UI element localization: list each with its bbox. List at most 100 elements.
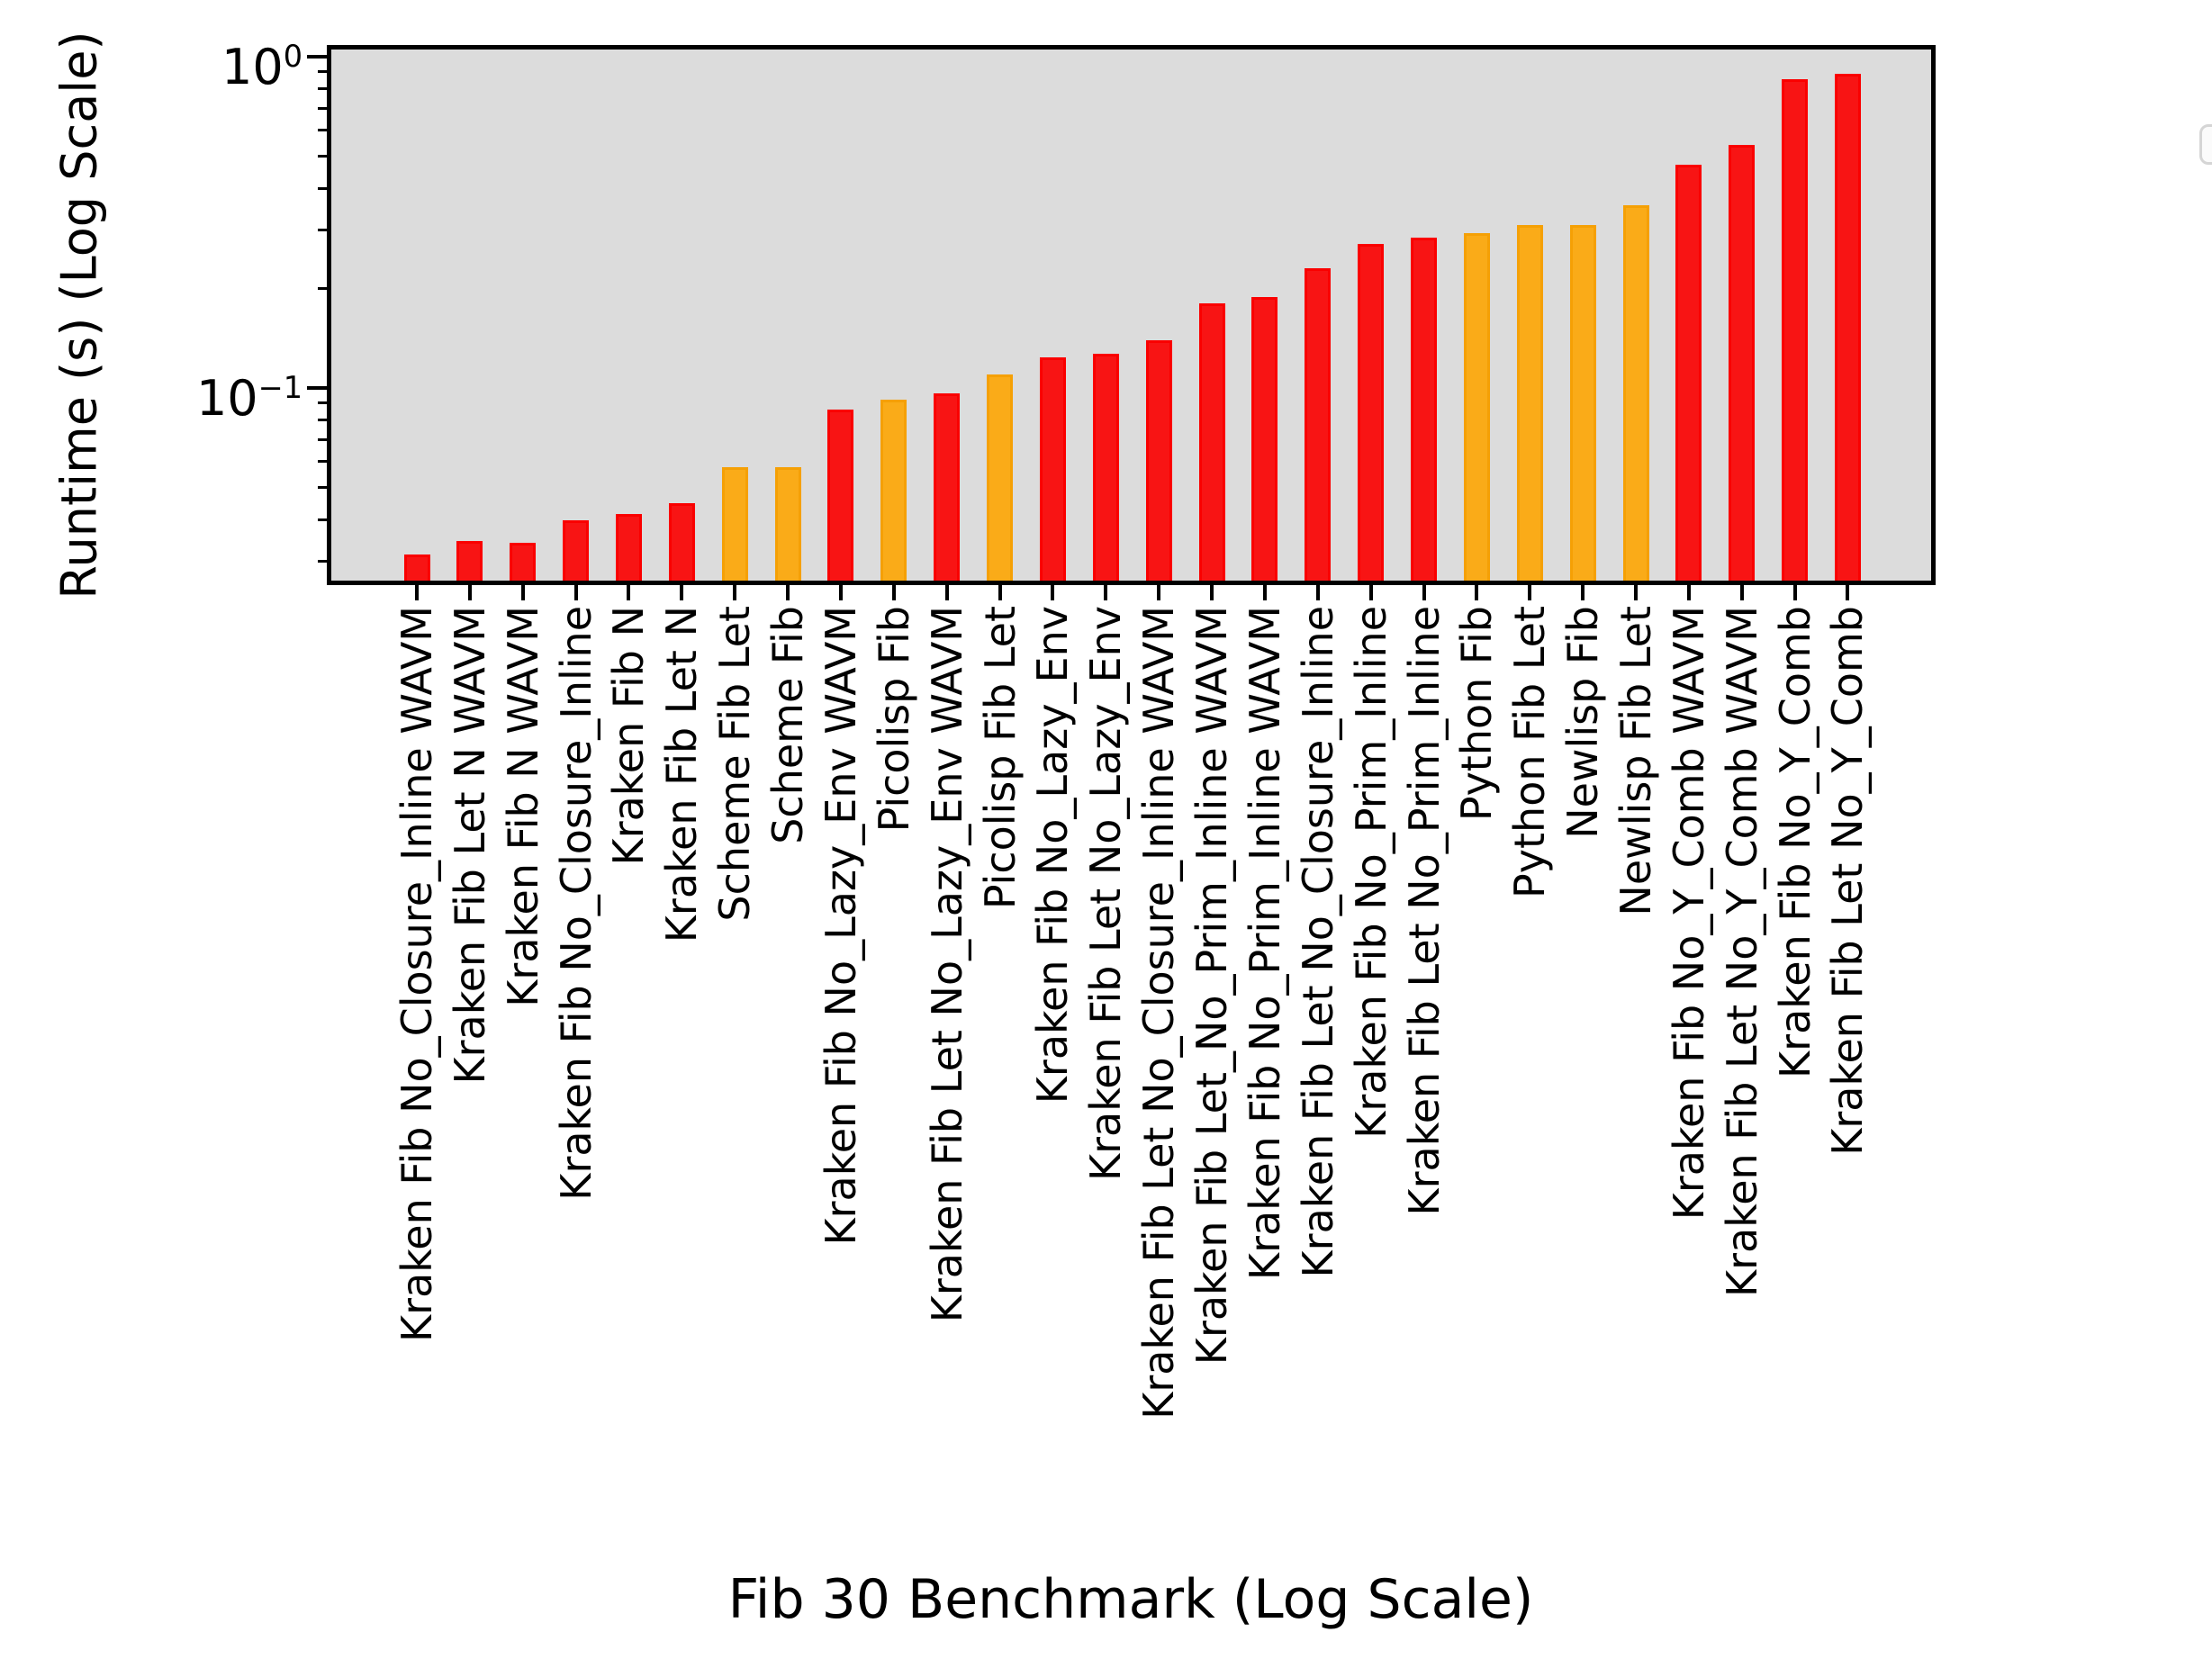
- x-tick-mark: [944, 581, 949, 600]
- x-tick-label: Kraken Fib No_Closure_Inline: [551, 606, 600, 1201]
- bar: [615, 514, 642, 581]
- x-tick-mark: [1686, 581, 1691, 600]
- x-tick-mark: [415, 581, 419, 600]
- x-tick-mark: [520, 581, 525, 600]
- x-tick-label: Scheme Fib: [763, 606, 813, 844]
- bar: [668, 502, 695, 581]
- x-tick-label: Kraken Fib Let N: [657, 606, 707, 943]
- y-minor-tick-mark: [318, 186, 331, 190]
- x-tick-label: Kraken Fib No_Lazy_Env WAVM: [816, 606, 865, 1246]
- bar: [1729, 144, 1756, 581]
- x-tick-label: Kraken Fib Let No_Closure_Inline: [1293, 606, 1342, 1278]
- x-tick-mark: [786, 581, 790, 600]
- y-major-tick-mark: [307, 55, 331, 59]
- x-tick-mark: [1422, 581, 1426, 600]
- x-tick-mark: [1210, 581, 1214, 600]
- bar: [510, 543, 537, 581]
- x-tick-label: Kraken Fib No_Prim_Inline WAVM: [1240, 606, 1289, 1281]
- bar: [774, 467, 801, 581]
- y-minor-tick-mark: [318, 106, 331, 110]
- x-tick-mark: [1792, 581, 1797, 600]
- y-minor-tick-mark: [318, 155, 331, 158]
- x-tick-label: Kraken Fib Let No_Lazy_Env: [1081, 606, 1131, 1182]
- y-tick-label: 10−1: [195, 370, 302, 427]
- x-tick-mark: [838, 581, 843, 600]
- bar: [1516, 225, 1543, 581]
- x-tick-mark: [1581, 581, 1585, 600]
- y-minor-tick-mark: [318, 419, 331, 422]
- legend-box: [2199, 124, 2212, 165]
- x-tick-mark: [891, 581, 896, 600]
- bar: [1834, 73, 1861, 581]
- y-minor-tick-mark: [318, 559, 331, 563]
- bar: [880, 400, 907, 581]
- x-tick-label: Newlisp Fib Let: [1612, 606, 1660, 916]
- y-minor-tick-mark: [318, 87, 331, 91]
- x-tick-mark: [1634, 581, 1638, 600]
- y-minor-tick-mark: [318, 460, 331, 464]
- x-tick-label: Kraken Fib Let N WAVM: [445, 606, 494, 1085]
- x-tick-label: Kraken Fib Let No_Prim_Inline: [1399, 606, 1449, 1216]
- x-tick-mark: [1104, 581, 1108, 600]
- y-minor-tick-mark: [318, 129, 331, 132]
- x-tick-mark: [680, 581, 684, 600]
- bar: [1305, 267, 1332, 581]
- bar: [1198, 302, 1225, 581]
- bar: [1145, 340, 1172, 581]
- y-minor-tick-mark: [318, 70, 331, 74]
- x-tick-mark: [998, 581, 1002, 600]
- y-minor-tick-mark: [318, 518, 331, 521]
- x-tick-label: Kraken Fib Let_No_Prim_Inline WAVM: [1187, 606, 1237, 1366]
- bar: [1251, 297, 1278, 581]
- bar: [403, 555, 430, 581]
- x-tick-mark: [1475, 581, 1479, 600]
- x-tick-mark: [1739, 581, 1744, 600]
- y-major-tick-mark: [307, 386, 331, 390]
- bar: [934, 392, 961, 581]
- x-tick-mark: [1051, 581, 1055, 600]
- x-tick-label: Kraken Fib No_Closure_Inline WAVM: [393, 606, 441, 1342]
- x-tick-label: Kraken Fib No_Lazy_Env: [1028, 606, 1078, 1104]
- x-tick-label: Python Fib: [1452, 606, 1502, 822]
- y-tick-label: 100: [221, 39, 302, 95]
- bar: [721, 467, 748, 581]
- y-minor-tick-mark: [318, 486, 331, 490]
- x-tick-mark: [1157, 581, 1161, 600]
- y-minor-tick-mark: [318, 401, 331, 405]
- x-tick-label: Kraken Fib No_Y_Comb WAVM: [1664, 606, 1713, 1221]
- x-tick-label: Kraken Fib N WAVM: [498, 606, 547, 1007]
- x-tick-label: Kraken Fib Let No_Y_Comb WAVM: [1717, 606, 1766, 1298]
- x-tick-label: Python Fib Let: [1505, 606, 1555, 898]
- x-tick-label: Kraken Fib Let No_Lazy_Env WAVM: [922, 606, 971, 1323]
- x-tick-label: Kraken Fib No_Prim_Inline: [1346, 606, 1395, 1139]
- x-tick-mark: [1368, 581, 1373, 600]
- bar: [1622, 205, 1649, 581]
- bar: [1463, 233, 1490, 581]
- x-tick-mark: [1315, 581, 1320, 600]
- bar: [563, 520, 590, 581]
- x-tick-mark: [627, 581, 631, 600]
- y-axis-title: Runtime (s) (Log Scale): [50, 31, 108, 600]
- x-tick-label: Scheme Fib Let: [710, 606, 760, 922]
- bar: [456, 541, 483, 581]
- bar: [1092, 354, 1119, 581]
- x-tick-mark: [1528, 581, 1532, 600]
- x-tick-label: Kraken Fib No_Y_Comb: [1770, 606, 1819, 1078]
- x-tick-mark: [733, 581, 737, 600]
- x-tick-label: Kraken Fib N: [604, 606, 654, 866]
- bar: [1039, 357, 1066, 581]
- y-minor-tick-mark: [318, 286, 331, 290]
- x-axis-title: Fib 30 Benchmark (Log Scale): [727, 1568, 1534, 1631]
- x-tick-mark: [467, 581, 472, 600]
- bar: [1411, 238, 1438, 581]
- y-minor-tick-mark: [318, 437, 331, 441]
- plot-area: [327, 45, 2212, 585]
- x-tick-mark: [1262, 581, 1267, 600]
- x-tick-label: Newlisp Fib: [1558, 606, 1608, 839]
- y-minor-tick-mark: [318, 228, 331, 231]
- bar: [1358, 243, 1385, 581]
- x-tick-mark: [573, 581, 578, 600]
- bar: [1569, 224, 1596, 581]
- x-tick-label: Kraken Fib Let No_Closure_Inline WAVM: [1134, 606, 1184, 1420]
